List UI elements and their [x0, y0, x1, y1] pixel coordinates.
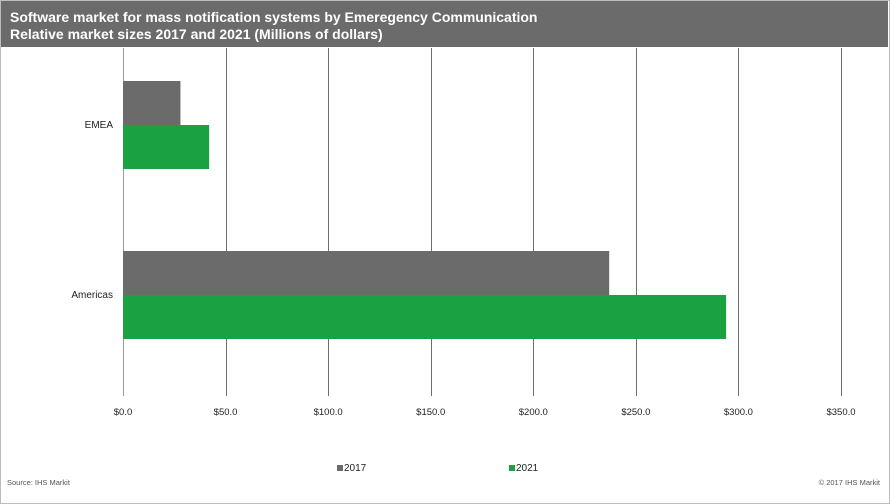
- chart-subtitle: Relative market sizes 2017 and 2021 (Mil…: [10, 26, 383, 42]
- bar-americas-2021: [123, 295, 727, 339]
- category-label: EMEA: [85, 120, 114, 131]
- source-note: Source: IHS Markit: [7, 478, 70, 487]
- x-tick-label: $350.0: [826, 407, 855, 418]
- bar-emea-2021: [123, 125, 210, 169]
- x-tick-label: $150.0: [416, 407, 445, 418]
- legend-swatch-2017: [337, 465, 343, 471]
- x-tick-label: $200.0: [519, 407, 548, 418]
- chart-title: Software market for mass notification sy…: [10, 9, 538, 25]
- x-tick-label: $100.0: [314, 407, 343, 418]
- category-label: Americas: [71, 290, 113, 301]
- x-tick-label: $50.0: [214, 407, 238, 418]
- legend-label: 2017: [344, 463, 367, 474]
- copyright-note: © 2017 IHS Markit: [818, 478, 880, 487]
- legend-label: 2021: [516, 463, 539, 474]
- x-tick-label: $300.0: [724, 407, 753, 418]
- x-tick-label: $0.0: [114, 407, 133, 418]
- legend-swatch-2021: [509, 465, 515, 471]
- x-tick-label: $250.0: [621, 407, 650, 418]
- bar-emea-2017: [123, 81, 181, 125]
- chart-header: Software market for mass notification sy…: [1, 1, 888, 47]
- bar-americas-2017: [123, 251, 610, 295]
